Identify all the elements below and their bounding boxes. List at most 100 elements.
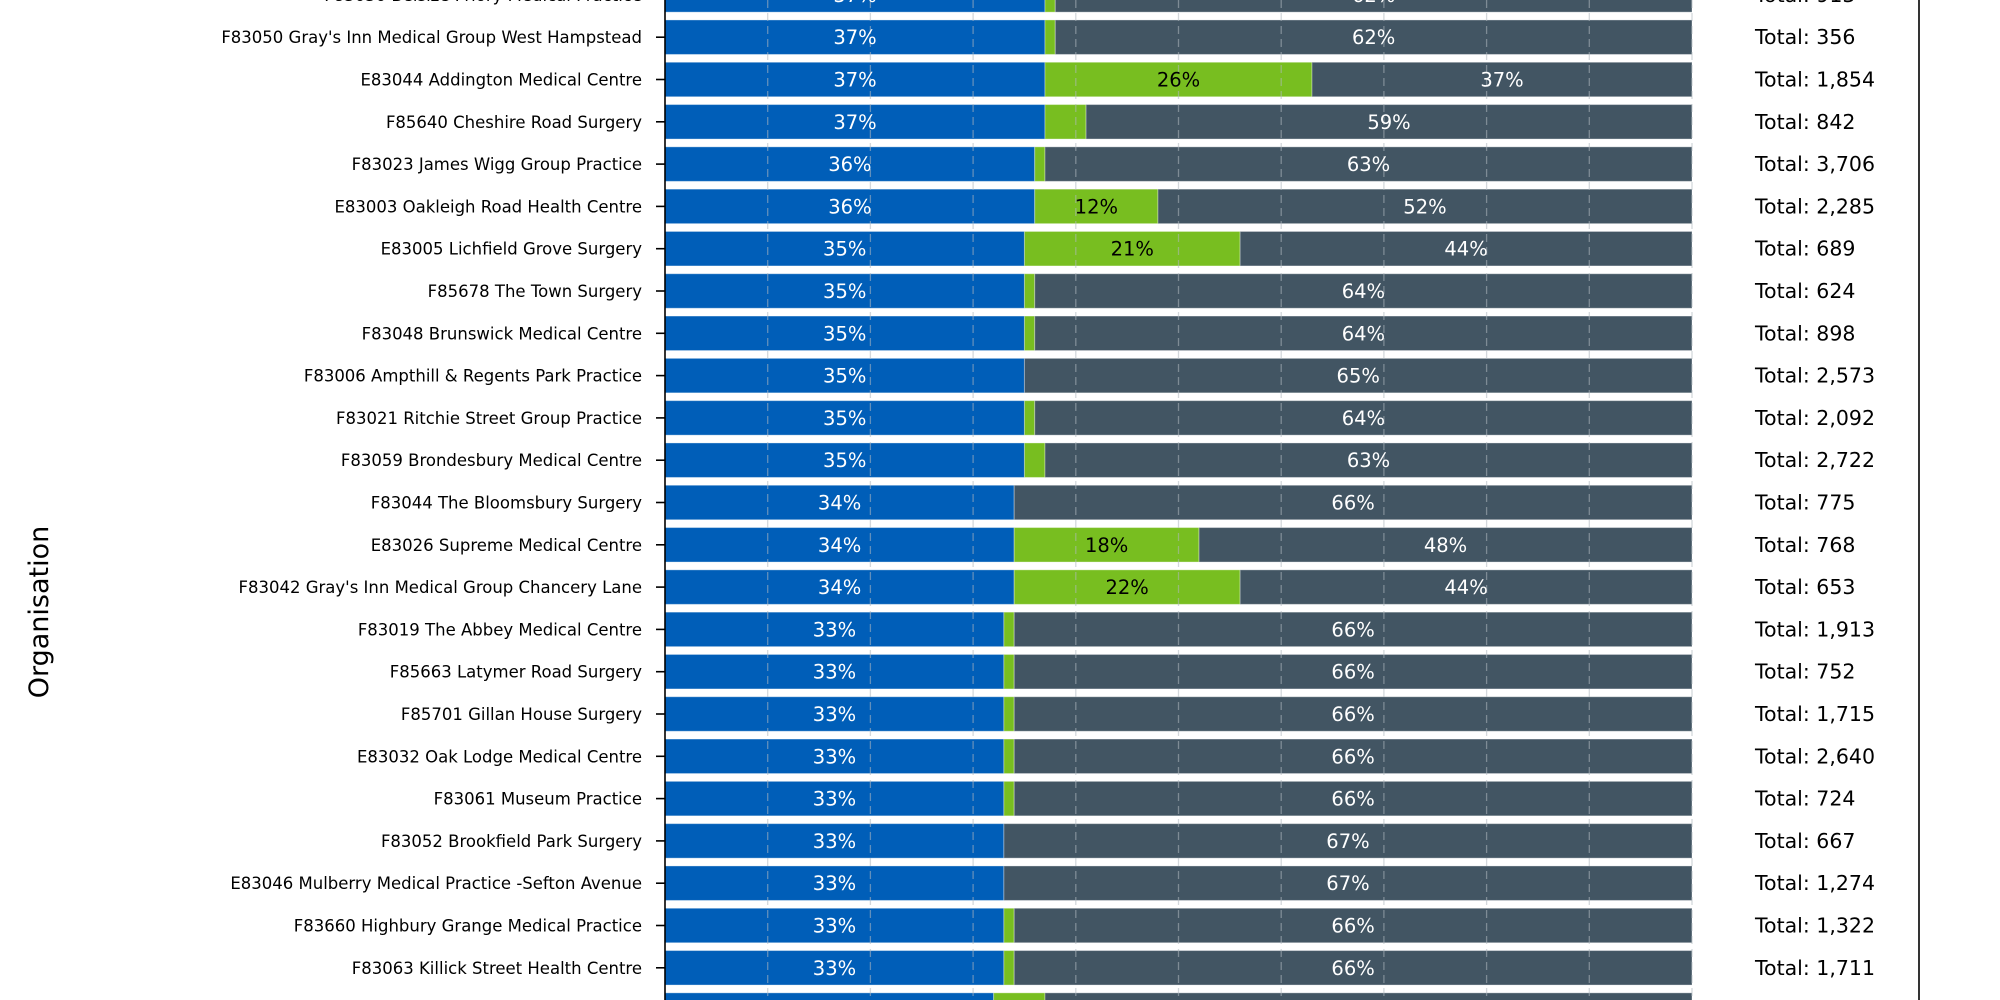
total-label: Total: 3,706	[1754, 152, 1875, 176]
total-label: Total: 667	[1754, 829, 1855, 853]
segment-blue	[664, 442, 1025, 478]
segment-green	[1044, 104, 1087, 140]
segment-value-label: 44%	[1444, 576, 1487, 599]
segment-grey	[1044, 146, 1693, 182]
segment-grey	[1013, 738, 1693, 775]
segment-value-label: 33%	[813, 745, 856, 768]
segment-grey	[1013, 611, 1693, 648]
y-tick-label: E83003 Oakleigh Road Health Centre	[334, 197, 642, 216]
segment-green	[1003, 611, 1015, 648]
segment-green	[1023, 400, 1036, 436]
segment-value-label: 36%	[828, 195, 871, 218]
segment-grey	[1034, 400, 1693, 436]
segment-value-label: 21%	[1111, 238, 1154, 261]
total-label: Total: 775	[1754, 491, 1855, 515]
segment-value-label: 66%	[1331, 788, 1374, 811]
segment-blue	[664, 823, 1005, 859]
segment-value-label: 34%	[818, 576, 861, 599]
segment-value-label: 36%	[828, 153, 871, 176]
total-label: Total: 1,711	[1754, 956, 1875, 980]
segment-value-label: 66%	[1331, 661, 1374, 684]
y-tick-label: F85640 Cheshire Road Surgery	[386, 113, 642, 132]
segment-value-label: 52%	[1403, 195, 1446, 218]
segment-value-label: 62%	[1352, 26, 1395, 49]
segment-blue	[664, 780, 1005, 817]
total-label: Total: 1,274	[1754, 871, 1875, 895]
segment-green	[993, 992, 1046, 1000]
total-label: Total: 898	[1754, 321, 1855, 345]
segment-value-label: 33%	[813, 618, 856, 641]
segment-grey	[1054, 0, 1693, 13]
total-label: Total: 752	[1754, 660, 1855, 684]
total-label: Total: 1,715	[1754, 702, 1875, 726]
segment-value-label: 44%	[1444, 238, 1487, 261]
y-tick-label: F83021 Ritchie Street Group Practice	[336, 409, 642, 428]
segment-value-label: 33%	[813, 788, 856, 811]
segment-value-label: 48%	[1424, 534, 1467, 557]
segment-value-label: 64%	[1342, 407, 1385, 430]
total-label: Total: 2,092	[1754, 406, 1875, 430]
segment-grey	[1013, 484, 1693, 521]
segment-green	[1034, 188, 1159, 225]
segment-value-label: 35%	[823, 449, 866, 472]
segment-value-label: 37%	[833, 0, 876, 7]
y-tick-label: F83030 Belsize Priory Medical Practice	[324, 0, 642, 5]
y-tick-label: F85663 Latymer Road Surgery	[390, 663, 642, 682]
segment-grey	[1003, 823, 1693, 859]
segment-value-label: 34%	[818, 534, 861, 557]
y-tick-label: E83044 Addington Medical Centre	[360, 71, 642, 90]
segment-value-label: 35%	[823, 322, 866, 345]
segment-green	[1003, 738, 1015, 775]
segment-blue	[664, 104, 1046, 140]
y-tick-label: F85678 The Town Surgery	[428, 282, 643, 301]
segment-value-label: 33%	[813, 703, 856, 726]
segment-blue	[664, 357, 1025, 394]
y-tick-label: F83006 Ampthill & Regents Park Practice	[304, 367, 642, 386]
segment-value-label: 66%	[1331, 745, 1374, 768]
y-tick-label: E83026 Supreme Medical Centre	[371, 536, 642, 555]
segment-value-label: 33%	[813, 661, 856, 684]
segment-value-label: 18%	[1085, 534, 1128, 557]
y-tick-label: F83052 Brookfield Park Surgery	[381, 832, 642, 851]
segment-value-label: 22%	[1105, 576, 1148, 599]
y-axis-label: Organisation	[24, 526, 55, 699]
segment-value-label: 26%	[1157, 69, 1200, 92]
segment-value-label: 64%	[1342, 280, 1385, 303]
grid-layer	[767, 0, 1693, 1000]
y-tick-label: F83019 The Abbey Medical Centre	[358, 620, 642, 639]
labels-layer: 37% 62% F83030 Belsize Priory Medical Prac…	[221, 0, 1875, 1000]
y-tick-label: F83023 James Wigg Group Practice	[352, 155, 642, 174]
total-label: Total: 724	[1754, 787, 1855, 811]
segment-blue	[664, 0, 1046, 13]
segment-grey	[1044, 442, 1693, 478]
segment-green	[1003, 950, 1015, 986]
total-label: Total: 913	[1754, 0, 1855, 7]
total-label: Total: 1,017	[1754, 998, 1875, 1000]
segment-green	[1013, 527, 1200, 563]
total-label: Total: 689	[1754, 237, 1855, 261]
segment-value-label: 37%	[833, 26, 876, 49]
segment-grey	[1085, 104, 1693, 140]
y-tick-label: E83032 Oak Lodge Medical Centre	[357, 747, 642, 766]
segment-green	[1003, 780, 1015, 817]
total-label: Total: 2,722	[1754, 448, 1875, 472]
segment-green	[1023, 442, 1046, 478]
segment-value-label: 33%	[813, 957, 856, 980]
segment-value-label: 59%	[1367, 111, 1410, 134]
segment-value-label: 37%	[1480, 69, 1523, 92]
total-label: Total: 2,573	[1754, 364, 1875, 388]
segment-grey	[1013, 696, 1693, 732]
segment-value-label: 37%	[833, 69, 876, 92]
bars-layer	[664, 0, 1693, 1000]
segment-green	[1023, 230, 1241, 267]
segment-value-label: 63%	[1347, 153, 1390, 176]
segment-green	[1023, 315, 1036, 352]
segment-grey	[1013, 907, 1693, 944]
segment-green	[1044, 19, 1056, 55]
total-label: Total: 768	[1754, 533, 1855, 557]
segment-value-label: 65%	[1337, 365, 1380, 388]
total-label: Total: 842	[1754, 110, 1855, 134]
segment-green	[1034, 146, 1046, 182]
segment-green	[1003, 653, 1015, 690]
y-tick-label: F83050 Gray's Inn Medical Group West Ham…	[221, 28, 642, 47]
